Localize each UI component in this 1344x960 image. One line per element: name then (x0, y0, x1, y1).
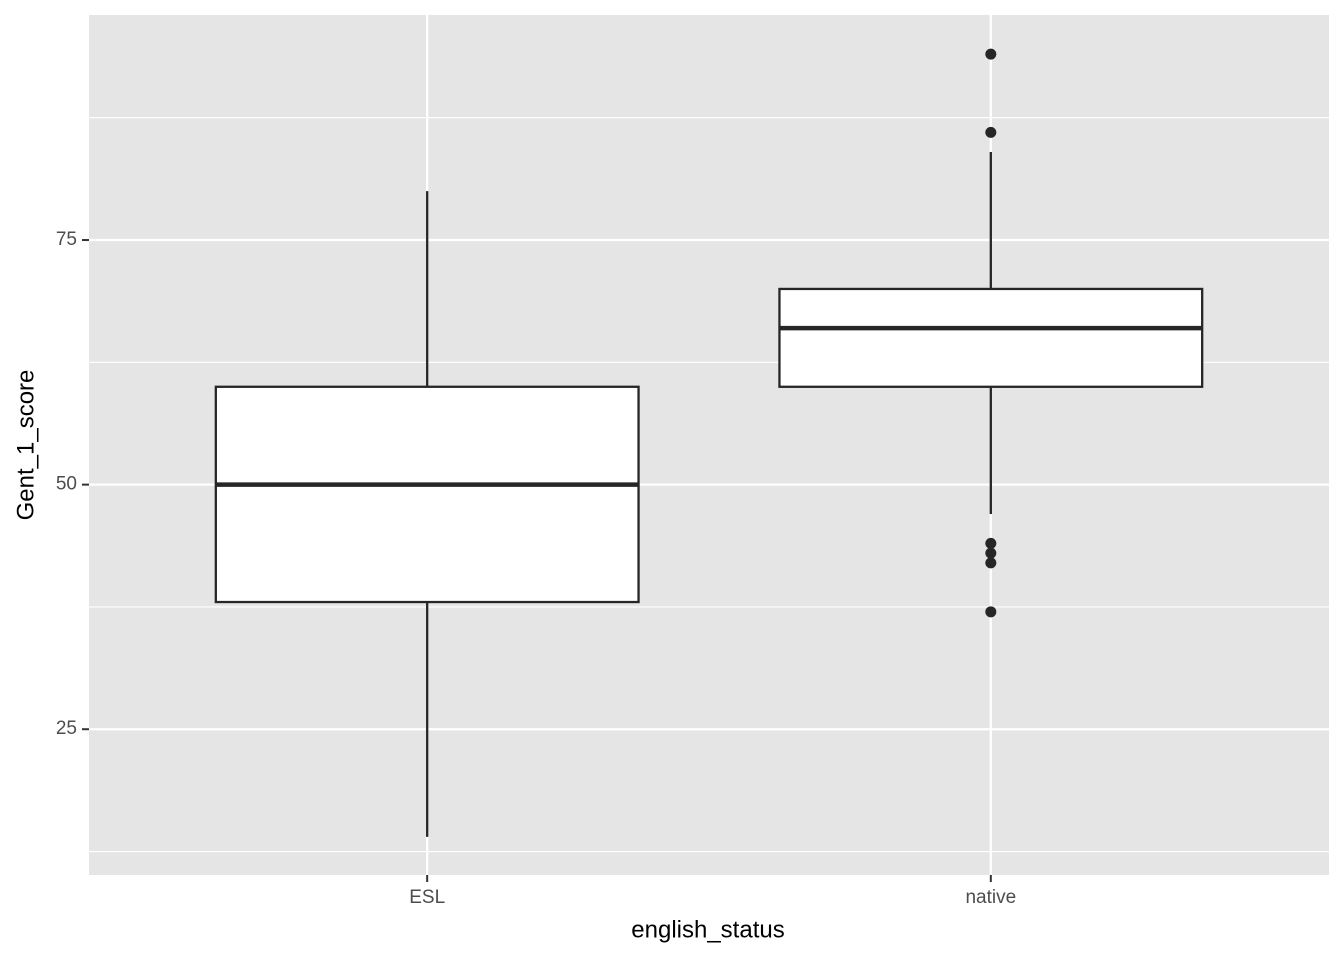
x-tick-label: ESL (409, 887, 445, 908)
outlier (985, 537, 997, 549)
outlier (985, 606, 997, 618)
x-tick-label: native (965, 887, 1016, 908)
box (214, 385, 640, 604)
outlier (985, 547, 997, 559)
y-tick-label: 25 (56, 718, 77, 739)
y-tick-label: 50 (56, 474, 77, 495)
x-axis-title: english_status (631, 916, 784, 943)
box (778, 287, 1204, 388)
y-tick-label: 75 (56, 229, 77, 250)
outlier (985, 557, 997, 569)
outlier (985, 48, 997, 60)
y-axis-title: Gent_1_score (12, 370, 39, 521)
outlier (985, 126, 997, 138)
